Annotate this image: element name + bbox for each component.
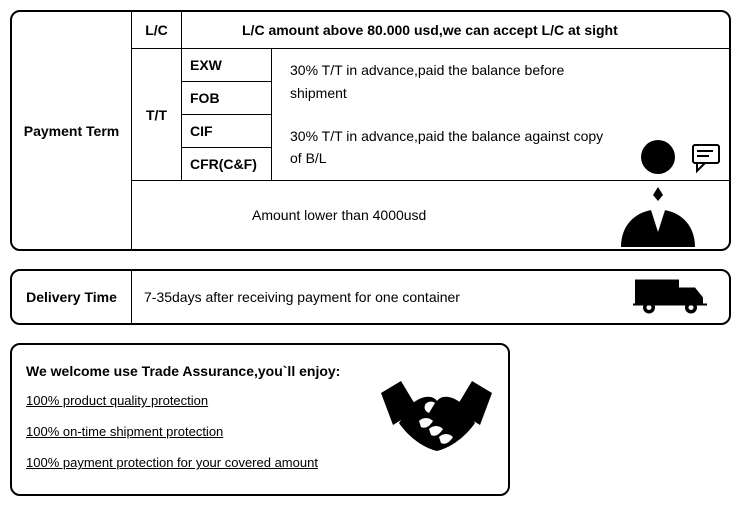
delivery-label: Delivery Time	[12, 271, 132, 323]
delivery-panel: Delivery Time 7-35days after receiving p…	[10, 269, 731, 325]
handshake-icon	[379, 373, 494, 471]
payment-table: Payment Term L/C L/C amount above 80.000…	[12, 12, 729, 249]
payment-term-label: Payment Term	[12, 12, 132, 249]
amount-lower-text: Amount lower than 4000usd	[252, 207, 426, 223]
delivery-row: Delivery Time 7-35days after receiving p…	[12, 271, 729, 323]
terms-column: EXW FOB CIF CFR(C&F)	[182, 49, 272, 180]
businessman-icon	[603, 137, 723, 247]
payment-term-panel: Payment Term L/C L/C amount above 80.000…	[10, 10, 731, 251]
term-cif: CIF	[182, 115, 271, 148]
term-cfr: CFR(C&F)	[182, 148, 271, 180]
delivery-text-cell: 7-35days after receiving payment for one…	[132, 271, 729, 323]
lc-row: L/C L/C amount above 80.000 usd,we can a…	[132, 12, 729, 49]
lc-text: L/C amount above 80.000 usd,we can accep…	[182, 12, 729, 48]
delivery-text: 7-35days after receiving payment for one…	[144, 289, 460, 305]
desc-advance-before: 30% T/T in advance,paid the balance befo…	[290, 49, 729, 115]
tt-label: T/T	[132, 49, 182, 180]
term-exw: EXW	[182, 49, 271, 82]
truck-icon	[633, 276, 711, 319]
lc-label: L/C	[132, 12, 182, 48]
assurance-panel: We welcome use Trade Assurance,you`ll en…	[10, 343, 510, 496]
term-fob: FOB	[182, 82, 271, 115]
